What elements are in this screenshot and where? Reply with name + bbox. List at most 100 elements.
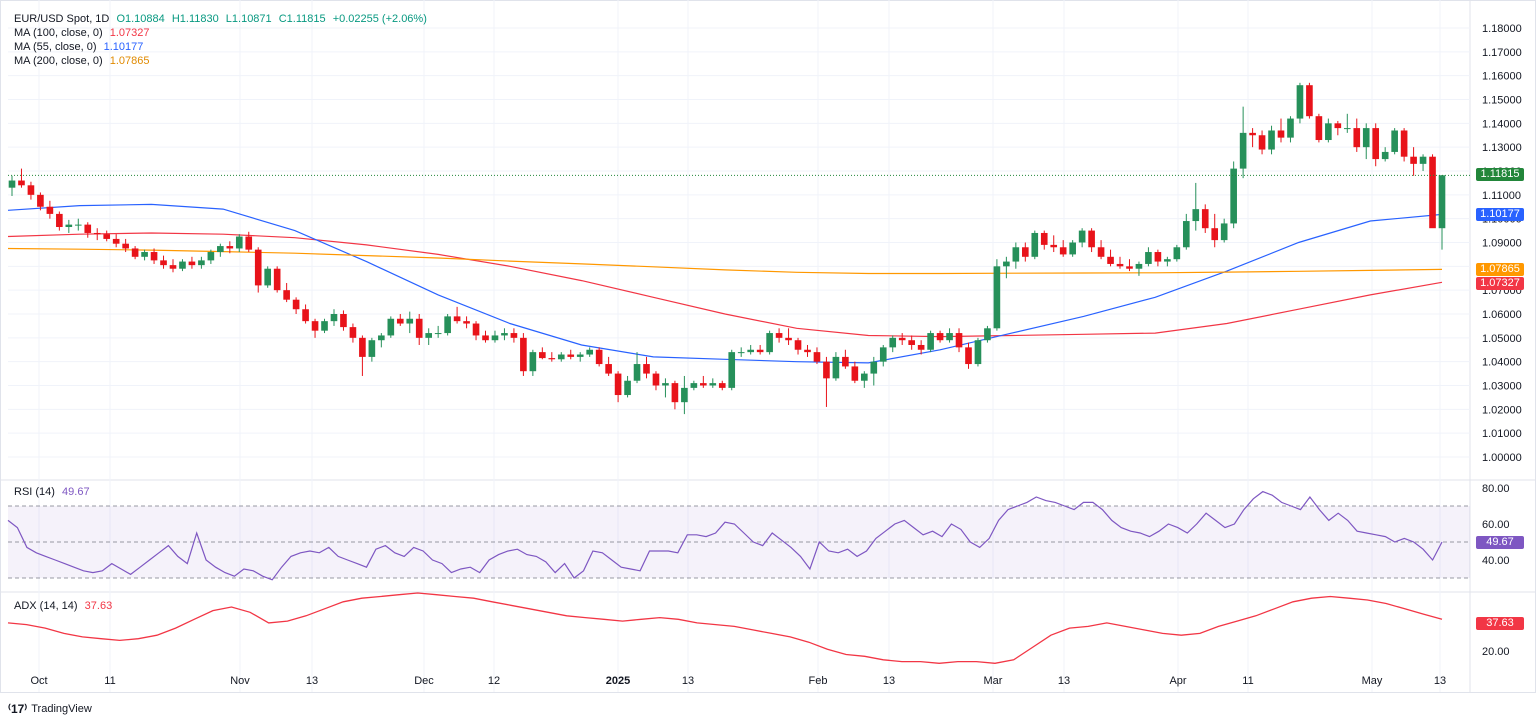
y-tick-label: 1.16000	[1482, 71, 1522, 83]
candle-body	[823, 361, 830, 379]
candle-body	[557, 354, 565, 360]
candle-body	[65, 224, 73, 228]
candle-body	[1410, 156, 1417, 164]
candle-body	[226, 246, 234, 249]
candle-body	[1372, 128, 1380, 160]
candle-body	[453, 316, 461, 322]
candle-body	[330, 314, 338, 322]
candle-body	[1230, 168, 1237, 224]
candle-body	[974, 340, 982, 365]
x-tick-label: 13	[1434, 675, 1446, 687]
x-tick-label: 13	[883, 675, 895, 687]
candle-body	[965, 347, 972, 365]
rsi-pane: 80.00 60.00 40.00	[7, 483, 1510, 581]
candle-body	[359, 337, 366, 357]
candle-body	[463, 321, 470, 324]
candle-body	[1182, 221, 1190, 248]
candle-body	[1003, 261, 1010, 267]
candle-body	[775, 333, 783, 338]
last-price-tag: 1.11815	[1476, 168, 1524, 181]
candle-body	[539, 352, 546, 359]
ma200-legend[interactable]: MA (200, close, 0) 1.07865	[14, 55, 153, 69]
ma55-price-tag: 1.10177	[1476, 208, 1524, 221]
ma200-label: MA (200, close, 0)	[14, 55, 103, 67]
candle-body	[1249, 132, 1256, 136]
candle-body	[927, 333, 934, 350]
candle-body	[188, 261, 196, 266]
candle-body	[396, 318, 404, 324]
candle-body	[1400, 130, 1408, 157]
y-tick-label: 1.05000	[1482, 333, 1522, 345]
candle-body	[378, 335, 385, 341]
candle-body	[1277, 130, 1285, 138]
candle-body	[292, 299, 300, 310]
y-tick-label: 1.01000	[1482, 428, 1522, 440]
rsi-tick-label: 60.00	[1482, 519, 1510, 531]
axes: 1.18000 1.17000 1.16000 1.15000 1.14000 1.130…	[30, 23, 1521, 687]
y-tick-label: 1.09000	[1482, 238, 1522, 250]
adx-legend[interactable]: ADX (14, 14) 37.63	[14, 600, 116, 614]
rsi-legend[interactable]: RSI (14) 49.67	[14, 486, 94, 500]
candle-body	[595, 349, 603, 365]
y-tick-label: 1.02000	[1482, 404, 1522, 416]
symbol-title[interactable]: EUR/USD Spot, 1D	[14, 13, 110, 25]
adx-value-tag: 37.63	[1476, 617, 1524, 630]
ma55-legend[interactable]: MA (55, close, 0) 1.10177	[14, 41, 147, 55]
candle-body	[861, 373, 868, 381]
candle-body	[804, 349, 811, 353]
candle-body	[917, 344, 925, 350]
candle-body	[889, 337, 897, 348]
footer-brand[interactable]: ⁽17⁾ TradingView	[8, 702, 92, 716]
ma55-line	[7, 203, 1443, 364]
candle-body	[1021, 247, 1029, 257]
x-tick-label: Nov	[230, 675, 250, 687]
candle-body	[643, 364, 650, 374]
candle-body	[898, 337, 906, 341]
candle-body	[946, 333, 953, 341]
tradingview-logo-icon: ⁽17⁾	[8, 702, 28, 716]
candle-body	[141, 252, 148, 257]
rsi-tick-label: 40.00	[1482, 555, 1510, 567]
candle-body	[1296, 85, 1304, 119]
ma55-value: 1.10177	[103, 41, 144, 53]
candle-body	[302, 309, 309, 322]
ma100-legend[interactable]: MA (100, close, 0) 1.07327	[14, 27, 153, 41]
candle-body	[728, 352, 736, 388]
candle-body	[1135, 263, 1143, 269]
candle-body	[1107, 256, 1114, 264]
candle-body	[217, 246, 224, 253]
candle-body	[851, 366, 859, 381]
candle-body	[766, 333, 773, 353]
candle-body	[1097, 247, 1105, 257]
ohlc-close: C1.11815	[278, 13, 326, 25]
y-tick-label: 1.04000	[1482, 357, 1522, 369]
candle-body	[993, 266, 1001, 329]
rsi-tick-label: 80.00	[1482, 483, 1510, 495]
x-tick-label: May	[1362, 675, 1383, 687]
x-tick-label: 2025	[606, 675, 630, 687]
candle-body	[264, 268, 272, 286]
ohlc-change: +0.02255 (+2.06%)	[332, 13, 427, 25]
brand-name: TradingView	[31, 703, 92, 715]
main-legend: EUR/USD Spot, 1D O1.10884 H1.11830 L1.10…	[14, 13, 431, 27]
candle-body	[1069, 242, 1076, 255]
candle-body	[813, 352, 821, 362]
candle-body	[567, 354, 575, 357]
candle-body	[709, 383, 717, 386]
candle-body	[633, 364, 641, 381]
candle-body	[1220, 223, 1228, 241]
y-tick-label: 1.15000	[1482, 95, 1522, 107]
candle-body	[207, 252, 215, 261]
candle-body	[311, 321, 319, 331]
candle-body	[131, 248, 139, 257]
candle-body	[718, 383, 726, 388]
rsi-value: 49.67	[62, 486, 90, 498]
candle-body	[1258, 135, 1266, 150]
candle-body	[690, 383, 698, 388]
candle-body	[1419, 156, 1427, 164]
candle-body	[501, 333, 508, 336]
candle-body	[1287, 118, 1294, 138]
candle-body	[794, 340, 802, 350]
y-tick-label: 1.17000	[1482, 47, 1522, 59]
